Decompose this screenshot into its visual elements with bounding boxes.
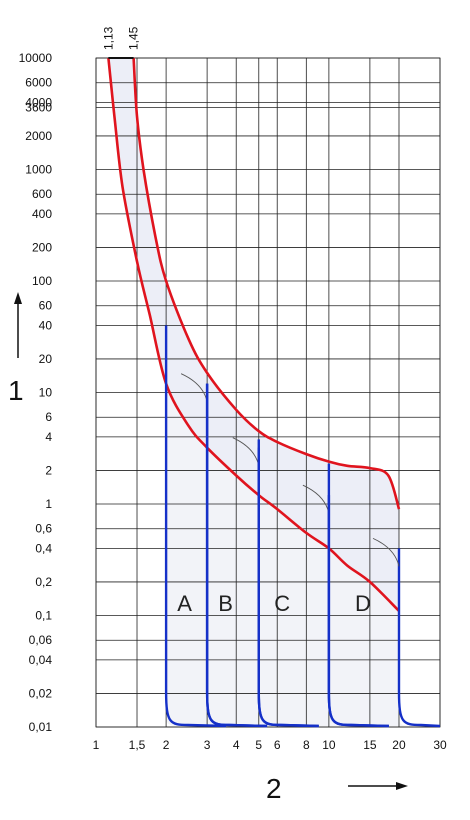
y-tick-label: 600 — [32, 187, 52, 201]
y-tick-label: 4 — [45, 430, 52, 444]
y-tick-label: 1000 — [25, 163, 52, 177]
y-tick-label: 6000 — [25, 76, 52, 90]
curve-labels: A B C D — [177, 591, 371, 616]
x-tick-label: 15 — [363, 738, 377, 752]
y-tick-label: 0,04 — [29, 653, 53, 667]
x-tick-label: 2 — [163, 738, 170, 752]
x-tick-label: 5 — [255, 738, 262, 752]
curve-label-b: B — [218, 591, 233, 616]
y-tick-label: 3600 — [25, 100, 52, 114]
thermal-upper-curve — [132, 57, 401, 510]
top-marker-label: 1,45 — [127, 26, 141, 50]
y-tick-label: 10 — [39, 386, 53, 400]
x-tick-label: 6 — [274, 738, 281, 752]
y-tick-label: 100 — [32, 274, 52, 288]
grid — [95, 57, 441, 728]
y-tick-label: 6 — [45, 410, 52, 424]
y-tick-label: 0,06 — [29, 633, 53, 647]
x-tick-label: 10 — [322, 738, 336, 752]
x-tick-label: 3 — [204, 738, 211, 752]
y-tick-label: 400 — [32, 207, 52, 221]
y-tick-label: 1 — [45, 497, 52, 511]
y-tick-label: 200 — [32, 240, 52, 254]
trip-line-d-high — [397, 548, 441, 728]
y-tick-label: 10000 — [19, 51, 53, 65]
y-tick-label: 2000 — [25, 129, 52, 143]
thermal-lower-curve — [107, 57, 400, 612]
y-tick-label: 60 — [39, 299, 53, 313]
y-tick-label: 4000 — [25, 95, 52, 109]
trip-line-c-low — [257, 439, 319, 728]
x-tick-label: 8 — [303, 738, 310, 752]
plot-frame — [95, 57, 441, 728]
y-tick-label: 2 — [45, 463, 52, 477]
trip-line-d-low — [327, 463, 389, 728]
y-axis-arrow-head — [14, 292, 22, 304]
y-tick-label: 0,1 — [35, 609, 52, 623]
y-tick-label: 20 — [39, 352, 53, 366]
y-tick-label: 0,01 — [29, 720, 53, 734]
trip-line-a-low — [164, 325, 227, 728]
band-top-cap — [108, 58, 134, 62]
trip-tolerance-d — [372, 537, 400, 567]
curve-label-a: A — [177, 591, 192, 616]
x-tick-label: 1,5 — [129, 738, 146, 752]
y-tick-label: 40 — [39, 318, 53, 332]
y-axis-number: 1 — [8, 375, 24, 406]
y-tick-label: 0,6 — [35, 522, 52, 536]
x-tick-label: 4 — [233, 738, 240, 752]
x-tick-label: 1 — [93, 738, 100, 752]
curve-label-c: C — [274, 591, 290, 616]
thermal-band-fill — [108, 58, 400, 611]
top-marker-label: 1,13 — [101, 26, 115, 50]
curve-label-d: D — [355, 591, 371, 616]
y-tick-label: 0,02 — [29, 686, 53, 700]
curves — [107, 57, 441, 728]
x-axis-number: 2 — [266, 773, 282, 804]
y-tick-label: 0,2 — [35, 575, 52, 589]
trip-line-b-low — [205, 383, 268, 728]
y-tick-label: 0,4 — [35, 541, 52, 555]
x-tick-label: 30 — [433, 738, 447, 752]
x-axis-arrow-head — [396, 782, 408, 790]
x-tick-label: 20 — [392, 738, 406, 752]
